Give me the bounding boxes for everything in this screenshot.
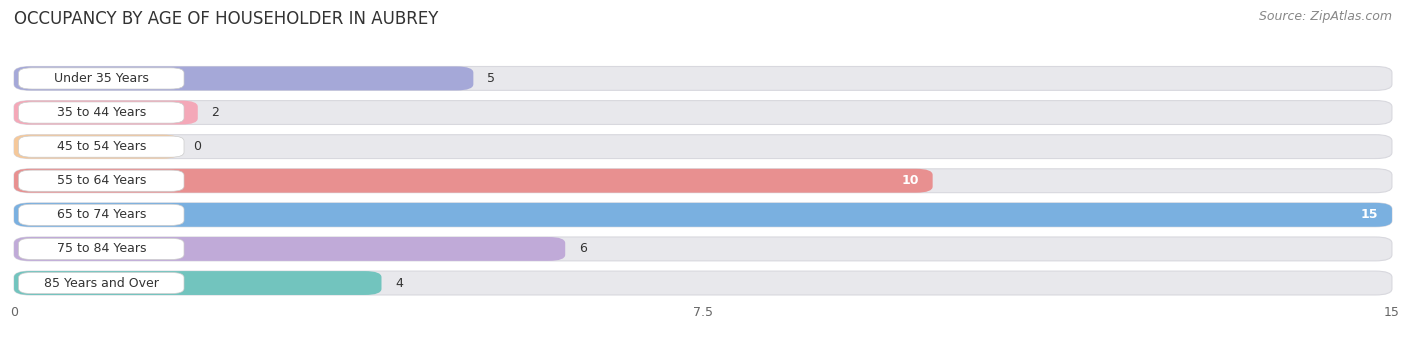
FancyBboxPatch shape [18, 272, 184, 294]
FancyBboxPatch shape [14, 169, 1392, 193]
FancyBboxPatch shape [14, 66, 474, 90]
Text: 0: 0 [193, 140, 201, 153]
Text: 6: 6 [579, 242, 586, 255]
FancyBboxPatch shape [18, 68, 184, 89]
Text: 5: 5 [486, 72, 495, 85]
Text: 55 to 64 Years: 55 to 64 Years [56, 174, 146, 187]
FancyBboxPatch shape [14, 169, 932, 193]
FancyBboxPatch shape [14, 203, 1392, 227]
Text: 15: 15 [1361, 208, 1378, 221]
FancyBboxPatch shape [18, 238, 184, 260]
Text: 45 to 54 Years: 45 to 54 Years [56, 140, 146, 153]
Text: 75 to 84 Years: 75 to 84 Years [56, 242, 146, 255]
FancyBboxPatch shape [18, 204, 184, 225]
Text: 65 to 74 Years: 65 to 74 Years [56, 208, 146, 221]
Text: Under 35 Years: Under 35 Years [53, 72, 149, 85]
FancyBboxPatch shape [14, 101, 198, 124]
FancyBboxPatch shape [14, 66, 1392, 90]
Text: Source: ZipAtlas.com: Source: ZipAtlas.com [1258, 10, 1392, 23]
FancyBboxPatch shape [14, 237, 1392, 261]
Text: 10: 10 [901, 174, 920, 187]
FancyBboxPatch shape [18, 170, 184, 191]
Text: 85 Years and Over: 85 Years and Over [44, 277, 159, 290]
FancyBboxPatch shape [14, 101, 1392, 124]
FancyBboxPatch shape [14, 135, 1392, 159]
Text: 35 to 44 Years: 35 to 44 Years [56, 106, 146, 119]
FancyBboxPatch shape [14, 271, 1392, 295]
FancyBboxPatch shape [18, 136, 184, 157]
FancyBboxPatch shape [14, 135, 180, 159]
FancyBboxPatch shape [14, 271, 381, 295]
Text: 4: 4 [395, 277, 404, 290]
FancyBboxPatch shape [14, 237, 565, 261]
Text: 2: 2 [211, 106, 219, 119]
FancyBboxPatch shape [14, 203, 1392, 227]
Text: OCCUPANCY BY AGE OF HOUSEHOLDER IN AUBREY: OCCUPANCY BY AGE OF HOUSEHOLDER IN AUBRE… [14, 10, 439, 28]
FancyBboxPatch shape [18, 102, 184, 123]
